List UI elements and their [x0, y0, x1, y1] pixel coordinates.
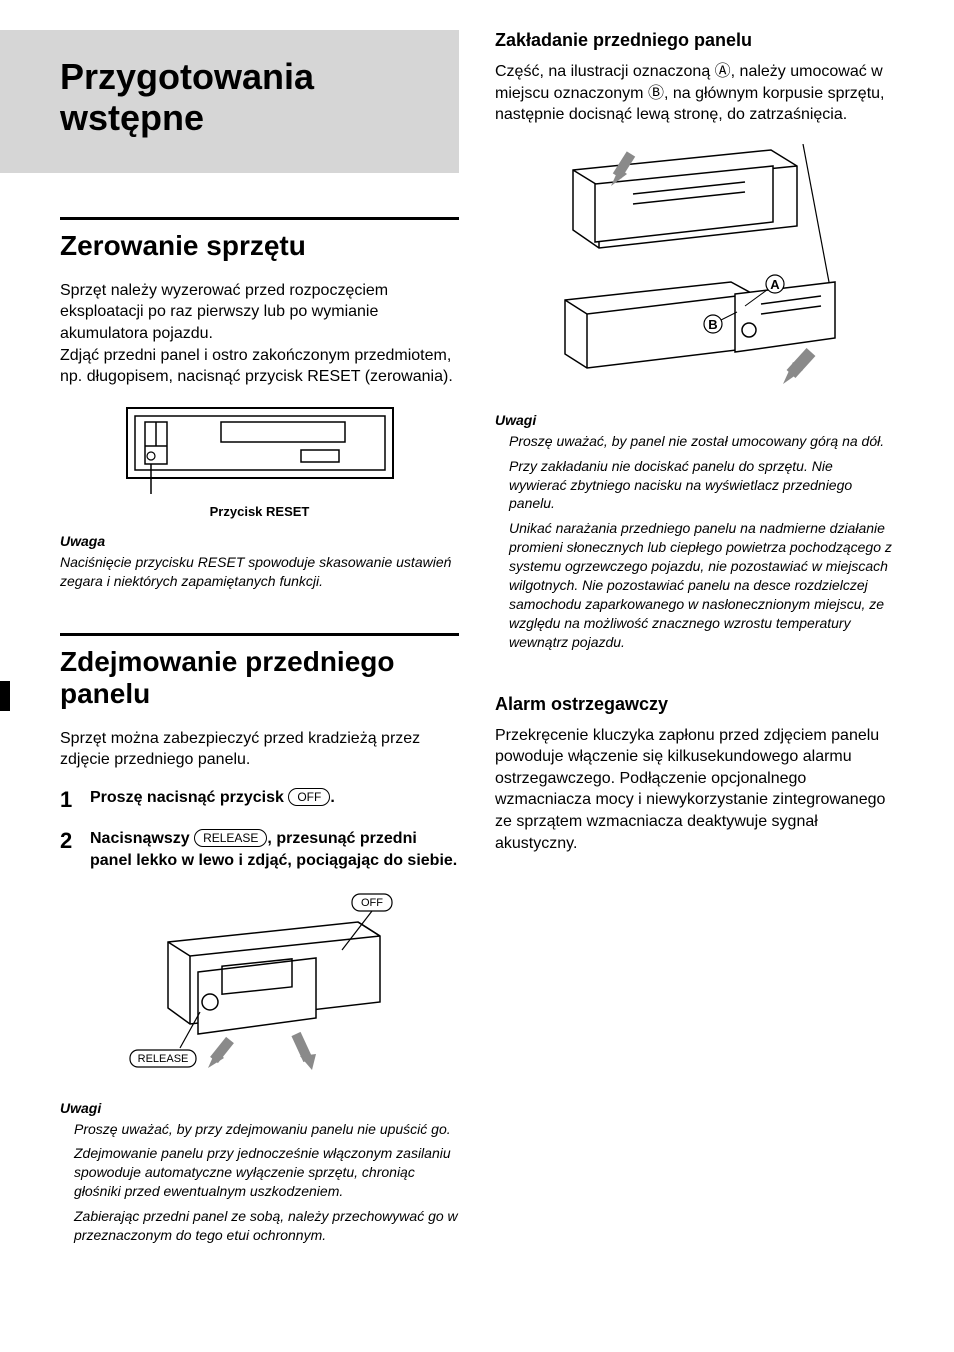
note-block: Uwaga Naciśnięcie przycisku RESET spowod… [60, 533, 459, 591]
label-b: B [708, 317, 717, 332]
off-label: OFF [361, 897, 383, 909]
figure-reset-unit [60, 406, 459, 496]
section-attach-panel: Zakładanie przedniego panelu Część, na i… [495, 30, 894, 652]
figure-remove-panel: OFF [60, 892, 459, 1092]
note-block: Uwagi Proszę uważać, by panel nie został… [495, 412, 894, 652]
release-label: RELEASE [137, 1053, 188, 1065]
left-column: Przygotowania wstępne Zerowanie sprzętu … [60, 30, 459, 1287]
section-remove-panel: Zdejmowanie przedniego panelu Sprzęt moż… [60, 633, 459, 1245]
note-body: Proszę uważać, by przy zdejmowaniu panel… [74, 1120, 459, 1139]
section-rule [60, 217, 459, 220]
chapter-title-block: Przygotowania wstępne [0, 30, 459, 173]
note-body: Naciśnięcie przycisku RESET spowoduje sk… [60, 553, 459, 591]
steps-list: Proszę nacisnąć przycisk OFF. Nacisnąwsz… [60, 787, 459, 872]
note-body: Zabierając przedni panel ze sobą, należy… [74, 1207, 459, 1245]
step-1: Proszę nacisnąć przycisk OFF. [60, 787, 459, 809]
figure-attach-panel: A B [495, 144, 894, 404]
heading-reset: Zerowanie sprzętu [60, 230, 459, 262]
note-body: Zdejmowanie panelu przy jednocześnie włą… [74, 1144, 459, 1201]
release-button-badge: RELEASE [194, 829, 267, 847]
paragraph: Przekręcenie kluczyka zapłonu przed zdję… [495, 725, 894, 855]
note-block: Uwagi Proszę uważać, by przy zdejmowaniu… [60, 1100, 459, 1245]
chapter-title: Przygotowania wstępne [60, 56, 437, 139]
step-text: . [330, 789, 334, 806]
section-reset: Zerowanie sprzętu Sprzęt należy wyzerowa… [60, 217, 459, 591]
note-heading: Uwaga [60, 533, 459, 549]
heading-remove: Zdejmowanie przedniego panelu [60, 646, 459, 710]
label-a: A [770, 277, 780, 292]
manual-page: Przygotowania wstępne Zerowanie sprzętu … [60, 30, 894, 1287]
figure-caption: Przycisk RESET [60, 504, 459, 519]
off-button-badge: OFF [288, 788, 330, 806]
paragraph: Część, na ilustracji oznaczoną Ⓐ, należy… [495, 61, 894, 126]
section-rule [60, 633, 459, 636]
paragraph: Sprzęt należy wyzerować przed rozpoczęci… [60, 280, 459, 388]
step-text: Nacisnąwszy [90, 830, 194, 847]
right-column: Zakładanie przedniego panelu Część, na i… [495, 30, 894, 1287]
step-text: Proszę nacisnąć przycisk [90, 789, 288, 806]
reset-unit-illustration [125, 406, 395, 496]
paragraph: Sprzęt można zabezpieczyć przed kradzież… [60, 728, 459, 771]
section-alarm: Alarm ostrzegawczy Przekręcenie kluczyka… [495, 694, 894, 855]
note-body: Przy zakładaniu nie dociskać panelu do s… [509, 457, 894, 514]
step-2: Nacisnąwszy RELEASE, przesunąć przedni p… [60, 828, 459, 871]
heading-attach: Zakładanie przedniego panelu [495, 30, 894, 51]
note-body: Unikać narażania przedniego panelu na na… [509, 519, 894, 651]
heading-alarm: Alarm ostrzegawczy [495, 694, 894, 715]
attach-panel-illustration: A B [535, 144, 855, 404]
note-heading: Uwagi [495, 412, 894, 428]
note-heading: Uwagi [60, 1100, 459, 1116]
remove-panel-illustration: OFF [110, 892, 410, 1092]
note-body: Proszę uważać, by panel nie został umoco… [509, 432, 894, 451]
side-tab-marker [0, 681, 10, 711]
